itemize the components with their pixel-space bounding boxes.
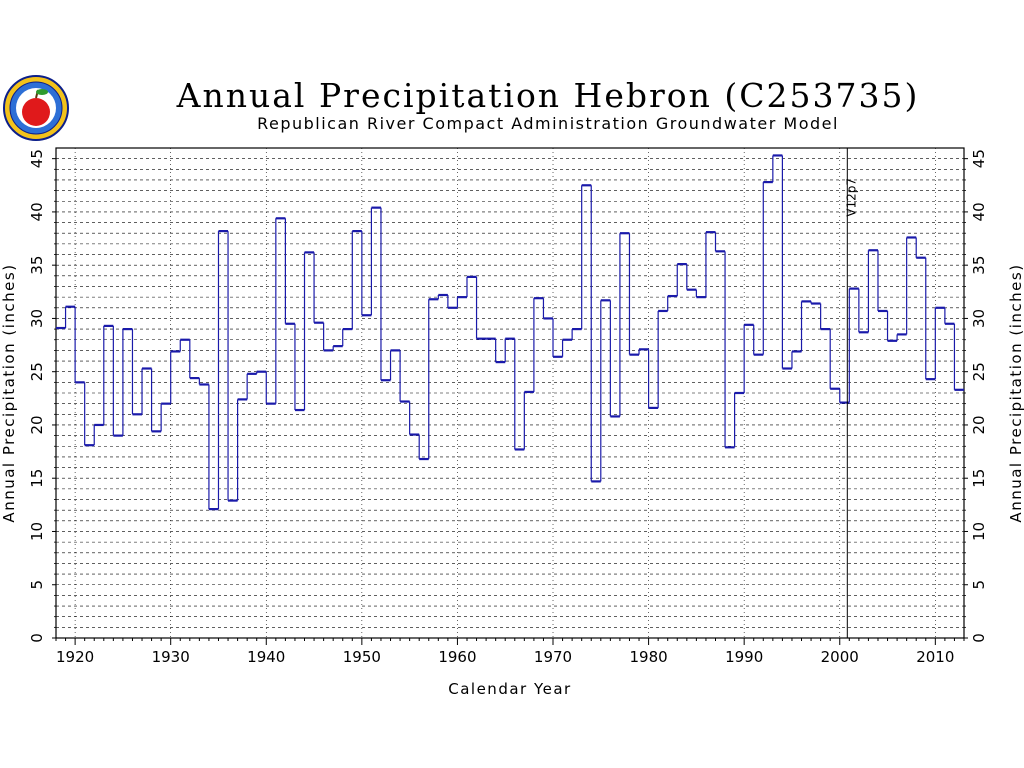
logo-graphic (3, 75, 69, 141)
x-tick-label: 1960 (438, 648, 476, 666)
y-tick-label-right: 40 (970, 202, 988, 221)
annotation-group: V12p7 (844, 148, 858, 638)
x-tick-label: 1990 (725, 648, 763, 666)
x-tick-label: 1980 (629, 648, 667, 666)
y-tick-label-left: 30 (28, 309, 46, 328)
grid (56, 148, 964, 638)
y-tick-label-left: 25 (28, 362, 46, 381)
x-tick-label: 1940 (247, 648, 285, 666)
x-tick-label: 1920 (56, 648, 94, 666)
y-axis-label-right: Annual Precipitation (inches) (1007, 263, 1024, 522)
y-tick-label-right: 30 (970, 309, 988, 328)
y-tick-label-right: 35 (970, 256, 988, 275)
y-tick-label-right: 20 (970, 415, 988, 434)
x-tick-label: 1970 (534, 648, 572, 666)
annotation-label: V12p7 (844, 178, 858, 217)
y-tick-label-left: 0 (28, 633, 46, 643)
precipitation-series (56, 154, 964, 511)
axis-ticks: 0 0 5 5 10 10 15 15 20 20 25 25 30 30 35 35 40 40 45 45 1920… (28, 149, 988, 666)
x-tick-label: 1950 (343, 648, 381, 666)
y-tick-label-right: 0 (970, 633, 988, 643)
x-axis-label: Calendar Year (448, 680, 571, 698)
y-tick-label-right: 5 (970, 580, 988, 590)
y-tick-label-right: 45 (970, 149, 988, 168)
plot-frame (55, 147, 965, 639)
y-axis-label-left: Annual Precipitation (inches) (0, 263, 18, 522)
x-tick-label: 1930 (152, 648, 190, 666)
y-tick-label-right: 25 (970, 362, 988, 381)
logo (2, 74, 70, 142)
y-tick-label-left: 20 (28, 415, 46, 434)
y-tick-label-left: 40 (28, 202, 46, 221)
y-tick-label-left: 15 (28, 469, 46, 488)
y-tick-label-left: 10 (28, 522, 46, 541)
x-tick-label: 2000 (821, 648, 859, 666)
x-tick-label: 2010 (916, 648, 954, 666)
y-tick-label-left: 35 (28, 256, 46, 275)
chart-title: Annual Precipitation Hebron (C253735) (176, 76, 920, 115)
y-tick-label-left: 45 (28, 149, 46, 168)
y-tick-label-right: 10 (970, 522, 988, 541)
y-tick-label-left: 5 (28, 580, 46, 590)
chart-subtitle: Republican River Compact Administration … (257, 114, 839, 133)
y-tick-label-right: 15 (970, 469, 988, 488)
